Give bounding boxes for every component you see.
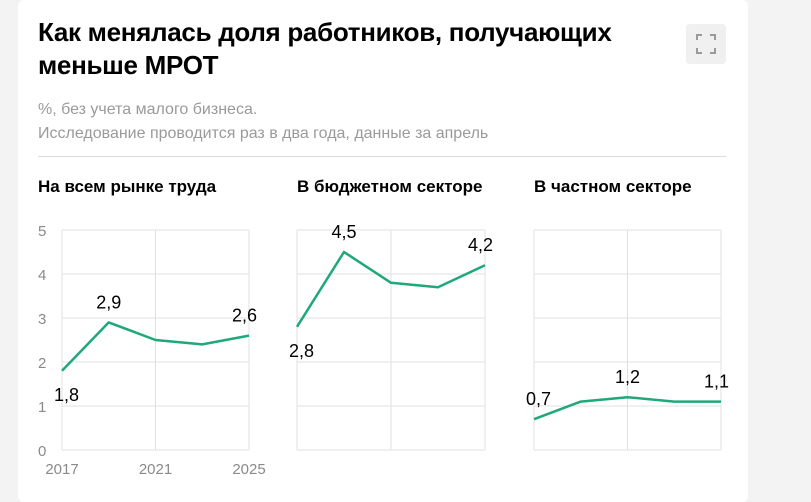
chart-card — [18, 0, 748, 502]
series-line — [61, 321, 250, 372]
y-tick-label: 5 — [38, 223, 46, 240]
x-tick-label: 2021 — [139, 461, 172, 478]
panel-title-private: В частном секторе — [534, 177, 692, 196]
y-tick-label: 4 — [38, 267, 46, 284]
data-label: 1,2 — [615, 367, 640, 387]
panel-title-total: На всем рынке труда — [38, 177, 217, 196]
divider — [38, 156, 726, 157]
data-label: 2,9 — [96, 292, 121, 312]
series-line — [295, 250, 486, 328]
chart-subtitle: %, без учета малого бизнеса. Исследовани… — [38, 98, 718, 146]
x-tick-label: 2017 — [45, 461, 78, 478]
data-label: 1,8 — [54, 385, 79, 405]
data-label: 0,7 — [526, 389, 551, 409]
data-label: 1,1 — [704, 372, 729, 392]
expand-icon — [696, 34, 716, 54]
y-tick-label: 1 — [38, 399, 46, 416]
y-tick-label: 2 — [38, 355, 46, 372]
data-label: 4,2 — [468, 235, 493, 255]
data-label: 4,5 — [331, 222, 356, 242]
y-tick-label: 3 — [38, 311, 46, 328]
data-label: 2,8 — [289, 341, 314, 361]
y-tick-label: 0 — [38, 443, 46, 460]
x-tick-label: 2025 — [232, 461, 265, 478]
series-line — [533, 395, 721, 421]
chart-title: Как менялась доля работников, получающих… — [38, 17, 612, 80]
expand-button[interactable] — [686, 24, 726, 64]
panel-title-budget: В бюджетном секторе — [297, 177, 483, 196]
data-label: 2,6 — [232, 306, 257, 326]
subtitle-line-2: Исследование проводится раз в два года, … — [38, 125, 489, 142]
subtitle-line-1: %, без учета малого бизнеса. — [38, 101, 258, 118]
